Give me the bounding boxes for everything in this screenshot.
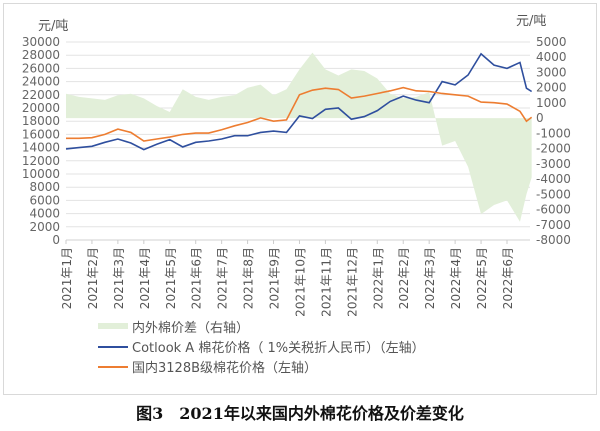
- right-tick-label: -2000: [536, 142, 571, 156]
- chart-frame: [3, 3, 597, 395]
- left-tick-label: 26000: [22, 61, 60, 75]
- x-tick-label: 2021年6月: [190, 247, 204, 309]
- legend-label: Cotlook A 棉花价格（ 1%关税折人民币）（左轴）: [132, 340, 425, 356]
- left-tick-label: 20000: [22, 101, 60, 115]
- x-tick-label: 2021年4月: [138, 247, 152, 309]
- x-tick-label: 2021年12月: [345, 247, 359, 317]
- left-tick-label: 22000: [22, 88, 60, 102]
- right-tick-label: -8000: [536, 233, 571, 247]
- chart-svg: 元/吨 元/吨 02000400060008000100001200014000…: [22, 14, 571, 376]
- x-tick-label: 2021年3月: [112, 247, 126, 309]
- left-tick-label: 24000: [22, 75, 60, 89]
- spread-area: [66, 52, 532, 222]
- legend-label: 内外棉价差（右轴）: [132, 320, 249, 336]
- x-tick-label: 2022年4月: [449, 247, 463, 309]
- left-tick-label: 28000: [22, 48, 60, 62]
- right-tick-label: 3000: [536, 65, 567, 79]
- legend-label: 国内3128B级棉花价格（左轴）: [132, 360, 317, 376]
- right-tick-label: -5000: [536, 187, 571, 201]
- left-tick-label: 8000: [29, 180, 60, 194]
- left-axis-unit: 元/吨: [38, 19, 68, 34]
- x-tick-label: 2021年1月: [60, 247, 74, 309]
- left-tick-label: 12000: [22, 154, 60, 168]
- x-tick-label: 2022年5月: [475, 247, 489, 309]
- x-tick-label: 2021年5月: [164, 247, 178, 309]
- x-tick-label: 2021年7月: [216, 247, 230, 309]
- cotlook-line: [65, 52, 533, 151]
- legend-swatch: [98, 323, 128, 329]
- right-tick-label: 1000: [536, 96, 567, 110]
- figure-caption: 图3 2021年以来国内外棉花价格及价差变化: [136, 404, 464, 423]
- x-tick-label: 2021年2月: [86, 247, 100, 309]
- x-tick-label: 2021年10月: [293, 247, 307, 317]
- left-tick-label: 30000: [22, 35, 60, 49]
- x-tick-label: 2021年9月: [268, 247, 282, 309]
- left-tick-label: 18000: [22, 114, 60, 128]
- right-axis-unit: 元/吨: [516, 14, 546, 29]
- right-tick-label: 0: [536, 111, 544, 125]
- x-tick-label: 2022年2月: [397, 247, 411, 309]
- x-tick-label: 2022年1月: [371, 247, 385, 309]
- left-tick-label: 4000: [29, 207, 60, 221]
- right-tick-label: -6000: [536, 203, 571, 217]
- left-tick-label: 10000: [22, 167, 60, 181]
- right-tick-label: -1000: [536, 126, 571, 140]
- left-tick-label: 16000: [22, 127, 60, 141]
- right-tick-label: 5000: [536, 35, 567, 49]
- left-tick-label: 14000: [22, 141, 60, 155]
- x-tick-label: 2021年8月: [242, 247, 256, 309]
- right-tick-label: 2000: [536, 81, 567, 95]
- domestic-line: [66, 86, 533, 142]
- left-tick-label: 2000: [29, 220, 60, 234]
- x-tick-label: 2022年6月: [501, 247, 515, 309]
- right-tick-label: -3000: [536, 157, 571, 171]
- right-tick-label: 4000: [536, 50, 567, 64]
- right-tick-label: -4000: [536, 172, 571, 186]
- left-tick-label: 6000: [29, 193, 60, 207]
- x-tick-label: 2021年11月: [319, 247, 333, 317]
- left-tick-label: 0: [52, 233, 60, 247]
- x-tick-label: 2022年3月: [423, 247, 437, 309]
- right-tick-label: -7000: [536, 218, 571, 232]
